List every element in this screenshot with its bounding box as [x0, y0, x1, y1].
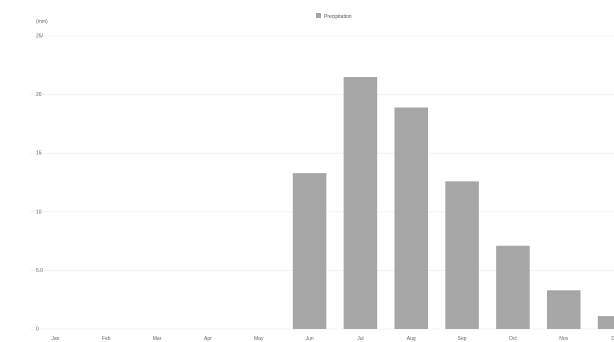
y-tick-label: 25/ — [36, 34, 44, 40]
x-tick-label: Jun — [306, 336, 314, 342]
x-tick-label: May — [254, 336, 264, 342]
y-tick-label: 15 — [36, 151, 42, 157]
y-tick-label: 0 — [36, 327, 39, 333]
x-tick-label: Jan — [51, 336, 59, 342]
x-axis-ticks: Jan Feb Mar Apr May Jun Jul Aug Sep Oct Nov De — [51, 336, 614, 342]
x-tick-label: Aug — [407, 336, 416, 342]
bar-jun — [292, 173, 327, 329]
x-tick-label: Feb — [102, 336, 111, 342]
y-tick-label: 20 — [36, 92, 42, 98]
y-tick-label: 10 — [36, 209, 42, 215]
bar-jul — [343, 77, 378, 330]
x-tick-label: Apr — [204, 336, 212, 342]
bar-dec — [597, 316, 614, 329]
bars — [292, 77, 614, 330]
x-tick-label: De — [611, 336, 614, 342]
x-tick-label: Mar — [153, 336, 162, 342]
bar-aug — [394, 107, 429, 329]
legend-label: Precipitation — [324, 14, 352, 20]
bar-nov — [546, 290, 581, 329]
y-axis-ticks: 0 5.0 10 15 20 25/ — [36, 34, 44, 333]
y-tick-label: 5.0 — [36, 268, 43, 274]
x-tick-label: Jul — [357, 336, 363, 342]
legend-swatch — [316, 13, 321, 18]
x-tick-label: Nov — [559, 336, 568, 342]
x-tick-label: Oct — [509, 336, 517, 342]
x-tick-label: Sep — [458, 336, 467, 342]
bar-oct — [496, 245, 530, 329]
y-axis-unit-label: (mm) — [36, 19, 48, 25]
legend: Precipitation — [316, 13, 352, 20]
bar-sep — [445, 181, 479, 329]
